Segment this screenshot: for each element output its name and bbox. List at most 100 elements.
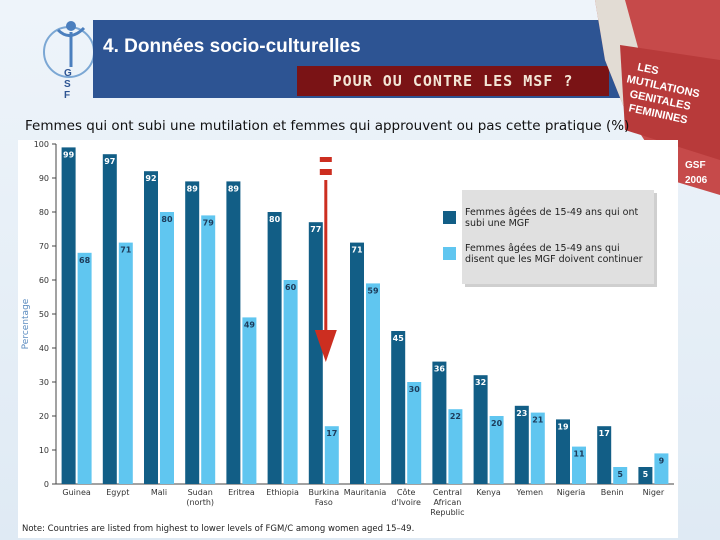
bar-value-label: 5 <box>643 470 649 479</box>
bar-value-label: 92 <box>145 174 156 183</box>
bar-value-label: 19 <box>557 422 569 431</box>
bar-value-label: 36 <box>434 365 446 374</box>
bar-value-label: 71 <box>351 246 363 255</box>
x-tick-label: Republic <box>430 508 464 517</box>
x-tick-label: Faso <box>315 498 333 507</box>
x-tick-label: Guinea <box>62 488 90 497</box>
bar-s1 <box>102 154 117 484</box>
y-tick-label: 70 <box>39 242 49 251</box>
bar-value-label: 80 <box>269 215 281 224</box>
bar-value-label: 9 <box>659 456 665 465</box>
bar-s2 <box>448 409 463 484</box>
arrow-dash <box>319 169 332 175</box>
bar-s2 <box>118 242 133 484</box>
x-tick-label: Mauritania <box>344 488 387 497</box>
bar-value-label: 68 <box>79 256 91 265</box>
bar-value-label: 23 <box>516 409 527 418</box>
x-tick-label: Côte <box>397 487 416 497</box>
y-tick-label: 40 <box>39 344 49 353</box>
bar-s1 <box>61 147 76 484</box>
x-tick-label: Nigeria <box>557 488 586 497</box>
bar-value-label: 17 <box>599 429 610 438</box>
x-tick-label: (north) <box>186 498 214 507</box>
book-image: LES MUTILATIONS GENITALES FEMININES GSF … <box>595 0 720 195</box>
gsf-logo: G S F <box>43 21 95 101</box>
book-footer-1: GSF <box>685 160 706 171</box>
arrow-shaft <box>324 180 328 330</box>
bar-s2 <box>77 252 92 484</box>
book-line-1: LES <box>636 61 659 77</box>
bar-s1 <box>597 426 612 484</box>
y-tick-label: 100 <box>34 140 49 149</box>
bar-chart: 0 10 20 30 40 50 60 70 80 90 100 Percentage 99 68 Guin… <box>21 140 674 534</box>
bar-s2 <box>242 317 257 484</box>
bar-value-label: 21 <box>532 416 544 425</box>
y-tick-label: 50 <box>39 310 49 319</box>
y-tick-label: 80 <box>39 208 49 217</box>
y-tick-label: 20 <box>39 412 49 421</box>
bar-s1 <box>556 419 570 484</box>
legend-label-2: Femmes âgées de 15-49 ans qui disent que… <box>465 243 643 265</box>
x-tick-label: Benin <box>601 488 624 497</box>
bar-value-label: 49 <box>244 320 256 329</box>
bar-value-label: 99 <box>63 150 75 159</box>
bar-s1 <box>432 361 447 484</box>
bar-s2 <box>283 280 298 484</box>
svg-text:S: S <box>64 79 71 90</box>
bar-value-label: 89 <box>187 184 199 193</box>
bar-s2 <box>654 453 669 484</box>
bar-value-label: 89 <box>228 184 240 193</box>
legend-swatch-1 <box>443 211 456 224</box>
logo-text: G <box>64 68 72 79</box>
chart-legend: Femmes âgées de 15-49 ans qui ont subi u… <box>443 190 654 284</box>
chart-title: Femmes qui ont subi une mutilation et fe… <box>25 118 630 134</box>
bar-s2 <box>201 215 216 484</box>
x-tick-label: Yemen <box>516 488 544 497</box>
bar-s2 <box>366 283 380 484</box>
chart-note: Note: Countries are listed from highest … <box>22 524 414 534</box>
bar-value-label: 30 <box>409 385 421 394</box>
bar-s1 <box>226 181 241 484</box>
bar-s2 <box>530 412 545 484</box>
arrow-head <box>314 330 337 362</box>
bar-value-label: 79 <box>203 218 215 227</box>
bar-s2 <box>572 446 586 484</box>
legend-swatch-2 <box>443 247 456 260</box>
bar-value-label: 20 <box>491 419 503 428</box>
x-tick-label: Niger <box>643 488 665 497</box>
bar-s2 <box>160 212 174 484</box>
bar-value-label: 45 <box>393 334 405 343</box>
bar-value-label: 80 <box>161 215 173 224</box>
bar-value-label: 59 <box>367 286 379 295</box>
page-subtitle: POUR OU CONTRE LES MSF ? <box>297 66 609 96</box>
bar-value-label: 77 <box>310 225 321 234</box>
bar-s1 <box>473 375 488 484</box>
bar-s1 <box>185 181 200 484</box>
bar-value-label: 32 <box>475 378 486 387</box>
y-tick-label: 0 <box>44 480 49 489</box>
bar-s1 <box>350 242 364 484</box>
bar-s1 <box>514 405 529 484</box>
bar-s2 <box>613 467 628 484</box>
bar-s2 <box>407 382 422 484</box>
bar-s1 <box>638 467 653 484</box>
y-axis-label: Percentage <box>21 298 31 349</box>
y-tick-label: 10 <box>39 446 49 455</box>
arrow-dash <box>319 157 332 162</box>
bar-s2 <box>489 416 504 484</box>
bar-value-label: 11 <box>573 450 585 459</box>
x-tick-label: African <box>433 498 461 507</box>
page-title: 4. Données socio-culturelles <box>103 36 361 57</box>
book-footer-2: 2006 <box>685 175 708 186</box>
bar-value-label: 17 <box>326 429 337 438</box>
x-tick-label: Egypt <box>106 488 129 497</box>
x-tick-label: d'Ivoire <box>391 498 421 507</box>
bar-s1 <box>308 222 323 484</box>
bar-value-label: 5 <box>617 470 623 479</box>
x-tick-label: Ethiopia <box>266 488 299 497</box>
bar-s1 <box>267 212 282 484</box>
x-tick-label: Eritrea <box>228 488 255 497</box>
bar-value-label: 22 <box>450 412 461 421</box>
bar-value-label: 71 <box>120 246 132 255</box>
x-tick-label: Burkina <box>308 488 339 497</box>
